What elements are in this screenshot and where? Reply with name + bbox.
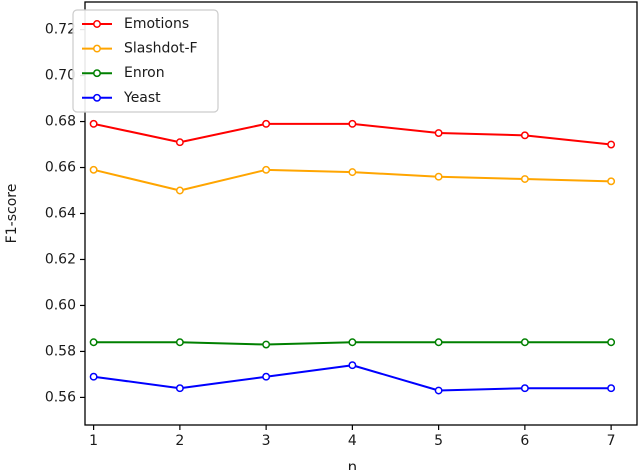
data-point-emotions-4 — [348, 119, 357, 128]
y-tick-label: 0.66 — [45, 160, 76, 176]
data-point-slashdot-f-1 — [89, 165, 98, 174]
data-point-emotions-3 — [262, 119, 271, 128]
data-point-enron-5 — [434, 338, 443, 347]
x-tick-label: 2 — [175, 433, 184, 449]
data-point-slashdot-f-6 — [520, 175, 529, 183]
data-point-emotions-1 — [89, 119, 98, 128]
y-tick-label: 0.70 — [45, 68, 76, 84]
y-axis-label: F1-score — [4, 184, 20, 244]
legend-label-slashdot-f: Slashdot-F — [124, 41, 198, 57]
x-tick-label: 3 — [262, 433, 271, 449]
data-point-emotions-2 — [175, 138, 184, 147]
y-tick-label: 0.60 — [45, 297, 76, 313]
data-point-enron-3 — [262, 340, 271, 349]
x-tick-label: 6 — [520, 433, 529, 449]
y-tick-label: 0.68 — [45, 114, 76, 130]
data-point-emotions-6 — [520, 131, 529, 140]
x-tick-label: 7 — [607, 433, 616, 449]
legend-label-emotions: Emotions — [124, 16, 189, 32]
data-point-yeast-7 — [607, 384, 616, 393]
legend-label-enron: Enron — [124, 65, 165, 81]
y-tick-label: 0.58 — [45, 343, 76, 359]
data-point-yeast-2 — [175, 384, 184, 393]
data-point-enron-4 — [348, 338, 357, 347]
y-tick-label: 0.56 — [45, 389, 76, 405]
data-point-yeast-3 — [262, 372, 271, 381]
x-tick-label: 4 — [348, 433, 357, 449]
data-point-yeast-4 — [348, 361, 357, 370]
legend — [72, 9, 219, 113]
data-point-slashdot-f-4 — [348, 168, 357, 177]
x-tick-label: 1 — [89, 433, 98, 449]
data-point-slashdot-f-2 — [175, 186, 184, 195]
legend-marker-slashdot-f — [93, 44, 101, 53]
data-point-slashdot-f-3 — [262, 165, 271, 174]
data-point-slashdot-f-5 — [434, 172, 443, 181]
data-point-enron-7 — [607, 338, 616, 347]
data-point-yeast-6 — [520, 384, 529, 393]
y-tick-label: 0.64 — [45, 206, 76, 222]
data-point-enron-6 — [520, 338, 529, 347]
data-point-enron-2 — [175, 338, 184, 347]
data-point-emotions-5 — [434, 129, 443, 137]
data-point-yeast-1 — [89, 372, 98, 381]
legend-marker-enron — [93, 69, 101, 78]
data-point-enron-1 — [89, 338, 98, 347]
data-point-emotions-7 — [607, 140, 616, 149]
legend-label-yeast: Yeast — [123, 90, 161, 106]
y-tick-label: 0.72 — [45, 22, 76, 38]
legend-marker-yeast — [93, 93, 101, 102]
data-point-yeast-5 — [434, 386, 443, 395]
x-tick-label: 5 — [434, 433, 443, 449]
y-tick-label: 0.62 — [45, 251, 76, 267]
x-axis-label: n — [348, 458, 358, 470]
data-point-slashdot-f-7 — [607, 177, 616, 186]
legend-marker-emotions — [93, 20, 101, 28]
